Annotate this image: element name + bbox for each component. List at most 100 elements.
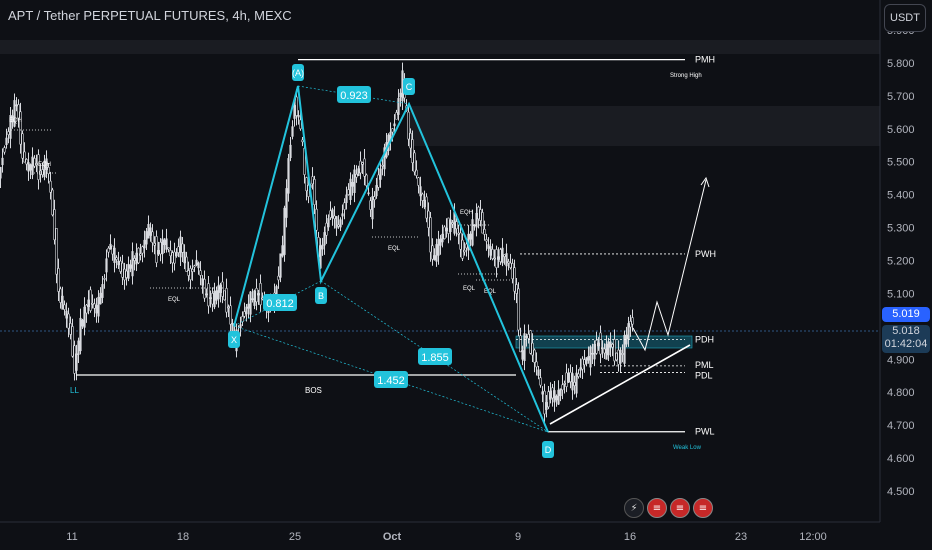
structure-label: EQH [38,162,51,168]
candle-body [103,278,106,280]
y-tick-label: 4.500 [887,486,915,498]
candle-body [499,249,502,262]
pdl-label: PDL [695,370,713,380]
candle-body [311,176,314,185]
structure-label: EQL [168,297,181,303]
candle-body [515,284,518,294]
x-tick-label: 11 [66,531,77,543]
pattern-point-badge [403,78,415,95]
structure-label: EQH [460,210,473,216]
candle-body [599,332,602,355]
candle-body [215,290,218,301]
candle-body [279,253,282,278]
candle-body [9,115,12,139]
candle-body [359,160,362,174]
candle-body [327,218,330,228]
candle-body [345,194,348,203]
candle-body [541,391,544,395]
pattern-point-label: D [545,445,552,455]
candle-body [285,188,288,218]
candle-body [421,193,424,201]
y-tick-label: 5.100 [887,288,915,300]
candle-body [3,147,6,153]
candle-body [289,144,292,159]
pmh-line-label: PMH [695,55,715,65]
x-tick-label: 18 [177,531,189,543]
y-tick-label: 5.600 [887,124,915,136]
candle-body [343,202,346,210]
ratio-label: 1.452 [377,375,405,387]
structure-label: EQL [484,289,497,295]
pattern-point-badge [542,441,554,458]
candle-body [547,391,550,408]
candle-body [439,238,442,246]
candle-body [245,306,248,315]
candle-body [553,390,556,403]
candle-body [147,224,150,239]
candle-body [323,232,326,246]
candle-body [565,372,568,387]
candle-body [611,344,614,348]
candle-body [77,340,80,355]
y-tick-label: 5.800 [887,58,915,70]
candle-body [45,158,48,171]
candle-body [341,213,344,217]
candle-body [543,390,546,415]
candle-body [0,166,2,179]
candle-body [225,288,228,313]
y-tick-label: 4.700 [887,420,915,432]
candle-body [153,243,156,246]
candle-body [145,231,148,245]
candle-body [23,151,26,163]
candle-body [73,345,76,374]
candle-body [141,246,144,254]
candle-body [121,262,124,278]
candle-body [259,283,262,306]
candle-body [243,311,246,317]
candle-body [501,247,504,264]
candle-body [609,341,612,348]
candle-body [175,252,178,257]
candle-body [241,316,244,323]
candle-body [297,115,300,118]
us-flag-icon[interactable]: ≡ [647,498,667,518]
candle-body [465,243,468,249]
candle-body [205,293,208,296]
candle-body [631,317,634,325]
lightning-icon[interactable]: ⚡ [624,498,644,518]
structure-label: BOS [305,386,322,395]
candle-body [561,384,564,391]
candle-body [105,258,108,273]
us-flag-icon[interactable]: ≡ [693,498,713,518]
candle-body [71,326,74,357]
us-flag-icon[interactable]: ≡ [670,498,690,518]
pml-label: PML [695,360,714,370]
candle-body [189,268,192,280]
candle-body [337,224,340,227]
candle-body [373,196,376,200]
ratio-label: 1.855 [421,352,449,364]
candle-body [227,306,230,309]
candle-body [507,261,510,264]
weak-low-label: Weak Low [673,445,702,451]
candle-body [177,246,180,253]
candle-body [111,245,114,255]
candle-body [51,189,54,216]
candle-body [47,166,50,175]
candle-body [621,353,624,355]
candle-body [617,349,620,365]
candle-body [583,359,586,365]
candle-body [133,258,136,261]
candle-body [407,111,410,140]
candle-body [449,219,452,232]
currency-unit-button[interactable]: USDT [884,4,926,32]
candle-body [113,247,116,263]
candle-body [419,186,422,197]
candle-body [69,323,72,335]
candle-body [161,238,164,255]
pattern-point-label: B [318,291,324,301]
candle-body [79,317,82,352]
supply-zone [0,40,880,54]
candle-body [581,358,584,370]
